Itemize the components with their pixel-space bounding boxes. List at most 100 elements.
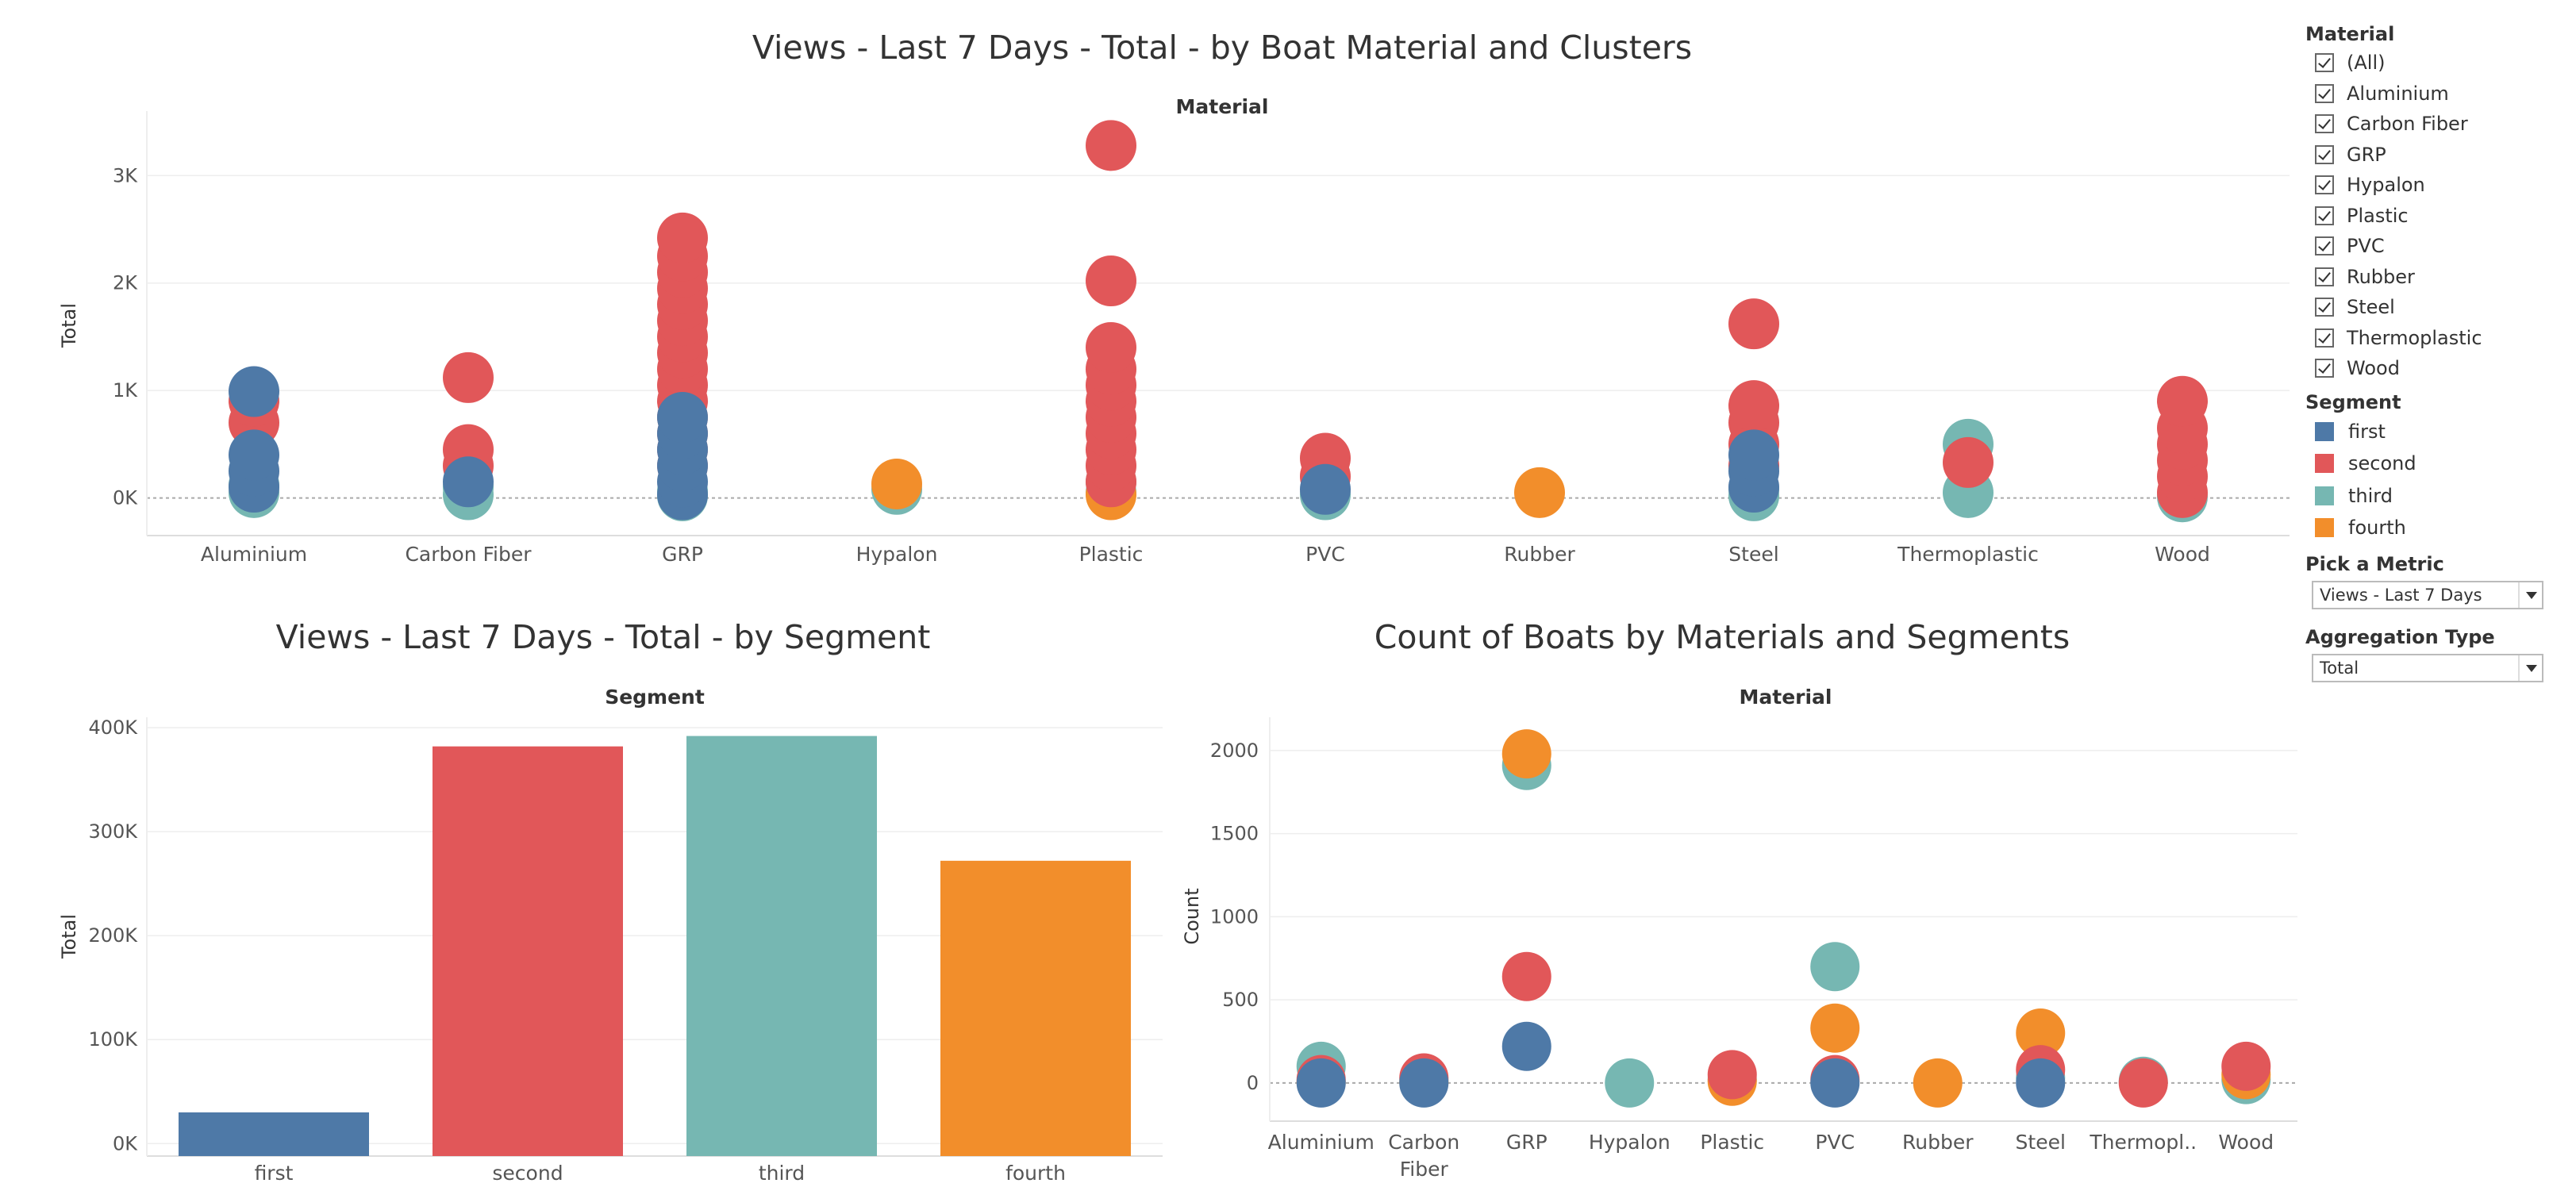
chevron-down-icon[interactable] <box>2518 655 2542 681</box>
data-point-first[interactable] <box>1728 429 1779 481</box>
data-point-first[interactable] <box>229 429 279 481</box>
material-filter-list: (All) Aluminium Carbon Fiber GRP Hypalon Plas… <box>2305 48 2567 384</box>
x-tick-label: Aluminium <box>1268 1131 1375 1154</box>
segment-legend-label: third <box>2348 484 2393 507</box>
data-point-first[interactable] <box>1810 1058 1860 1108</box>
segment-bar-chart[interactable]: 0K 100K 200K 300K 400K Total first second third f… <box>0 706 1175 1187</box>
bar-third[interactable] <box>686 736 877 1156</box>
material-filter-item[interactable]: Steel <box>2305 292 2567 323</box>
material-filter-item[interactable]: Wood <box>2305 353 2567 384</box>
aggregation-dropdown-value: Total <box>2320 658 2359 678</box>
data-point-first[interactable] <box>443 456 494 508</box>
segment-legend-item[interactable]: third <box>2305 480 2567 513</box>
material-filter-item[interactable]: Rubber <box>2305 262 2567 293</box>
data-point-fourth[interactable] <box>1514 467 1565 518</box>
checkbox-checked-icon[interactable] <box>2315 359 2334 378</box>
y-tick-label: 200K <box>88 924 138 947</box>
aggregation-title: Aggregation Type <box>2305 625 2495 648</box>
y-axis-label: Total <box>58 914 80 959</box>
aggregation-dropdown[interactable]: Total <box>2312 653 2543 682</box>
metric-title: Pick a Metric <box>2305 552 2444 575</box>
data-point-fourth[interactable] <box>1810 1003 1860 1053</box>
x-tick-label: Thermoplastic <box>1897 543 2039 566</box>
metric-dropdown-value: Views - Last 7 Days <box>2320 585 2482 605</box>
data-point-second[interactable] <box>1943 436 1994 488</box>
data-point-second[interactable] <box>1728 298 1779 350</box>
data-point-third[interactable] <box>1605 1058 1655 1108</box>
chevron-down-icon[interactable] <box>2518 582 2542 608</box>
y-tick-label: 2K <box>113 272 138 294</box>
legend-swatch <box>2315 421 2334 441</box>
data-point-second[interactable] <box>1728 380 1779 432</box>
top-scatter-chart[interactable]: 0K 1K 2K 3K Total Aluminium Carbon Fiber GRP Hyp… <box>0 111 2293 571</box>
data-point-second[interactable] <box>1086 255 1136 306</box>
material-filter-item[interactable]: Plastic <box>2305 201 2567 232</box>
y-axis-label: Count <box>1181 888 1203 944</box>
x-tick-label: third <box>759 1162 805 1185</box>
x-tick-label: Wood <box>2155 543 2210 566</box>
material-filter-item[interactable]: PVC <box>2305 231 2567 262</box>
count-scatter-chart[interactable]: 0 500 1000 1500 2000 Count Aluminium Carbon Fibe… <box>1175 706 2301 1187</box>
material-filter-item[interactable]: Hypalon <box>2305 170 2567 201</box>
data-point-first[interactable] <box>1296 1058 1346 1108</box>
segment-legend-item[interactable]: second <box>2305 448 2567 480</box>
data-point-first[interactable] <box>657 392 708 444</box>
data-point-second[interactable] <box>1086 321 1136 373</box>
x-tick-label: first <box>255 1162 294 1185</box>
data-point-second[interactable] <box>657 212 708 263</box>
data-point-second[interactable] <box>2118 1058 2168 1108</box>
segment-legend-label: first <box>2348 420 2386 443</box>
data-point-fourth[interactable] <box>1501 729 1551 779</box>
checkbox-checked-icon[interactable] <box>2315 114 2334 134</box>
segment-legend-title: Segment <box>2305 390 2401 413</box>
material-filter-item[interactable]: Carbon Fiber <box>2305 109 2567 140</box>
data-point-second[interactable] <box>2221 1041 2271 1091</box>
material-filter-title: Material <box>2305 23 2395 45</box>
segment-legend-item[interactable]: first <box>2305 416 2567 448</box>
data-point-fourth[interactable] <box>2016 1008 2066 1058</box>
bar-first[interactable] <box>179 1112 369 1156</box>
material-filter-item[interactable]: Thermoplastic <box>2305 323 2567 354</box>
checkbox-checked-icon[interactable] <box>2315 175 2334 195</box>
checkbox-checked-icon[interactable] <box>2315 83 2334 103</box>
data-point-second[interactable] <box>1707 1050 1757 1100</box>
checkbox-checked-icon[interactable] <box>2315 298 2334 317</box>
material-filter-item[interactable]: (All) <box>2305 48 2567 79</box>
y-tick-label: 400K <box>88 716 138 739</box>
data-point-first[interactable] <box>229 366 279 417</box>
data-point-second[interactable] <box>443 351 494 403</box>
data-point-first[interactable] <box>1300 463 1351 515</box>
material-filter-item[interactable]: Aluminium <box>2305 79 2567 109</box>
material-filter-item[interactable]: GRP <box>2305 140 2567 171</box>
x-tick-label: Carbon Fiber <box>405 543 532 566</box>
segment-legend-item[interactable]: fourth <box>2305 512 2567 544</box>
x-tick-label: Aluminium <box>201 543 307 566</box>
checkbox-checked-icon[interactable] <box>2315 53 2334 73</box>
checkbox-checked-icon[interactable] <box>2315 267 2334 286</box>
material-filter-label: PVC <box>2347 235 2385 258</box>
count-chart-title: Count of Boats by Materials and Segments <box>1374 618 2070 656</box>
material-filter-label: Aluminium <box>2347 82 2449 105</box>
data-point-third[interactable] <box>1810 942 1860 992</box>
checkbox-checked-icon[interactable] <box>2315 328 2334 348</box>
data-point-first[interactable] <box>2016 1058 2066 1108</box>
data-point-second[interactable] <box>1086 120 1136 171</box>
checkbox-checked-icon[interactable] <box>2315 144 2334 164</box>
y-tick-label: 0 <box>1247 1072 1259 1094</box>
checkbox-checked-icon[interactable] <box>2315 236 2334 256</box>
bar-fourth[interactable] <box>940 860 1131 1156</box>
metric-dropdown[interactable]: Views - Last 7 Days <box>2312 580 2543 609</box>
x-tick-label: Thermopl.. <box>2089 1131 2197 1154</box>
material-filter-label: (All) <box>2347 52 2386 75</box>
data-point-second[interactable] <box>1501 951 1551 1001</box>
data-point-first[interactable] <box>1399 1058 1449 1108</box>
data-point-fourth[interactable] <box>871 458 922 509</box>
legend-swatch <box>2315 486 2334 505</box>
legend-swatch <box>2315 518 2334 538</box>
data-point-first[interactable] <box>1501 1021 1551 1071</box>
data-point-second[interactable] <box>2157 375 2208 427</box>
checkbox-checked-icon[interactable] <box>2315 206 2334 225</box>
data-point-fourth[interactable] <box>1913 1058 1963 1108</box>
bar-second[interactable] <box>433 746 623 1156</box>
x-tick-label: Wood <box>2218 1131 2274 1154</box>
